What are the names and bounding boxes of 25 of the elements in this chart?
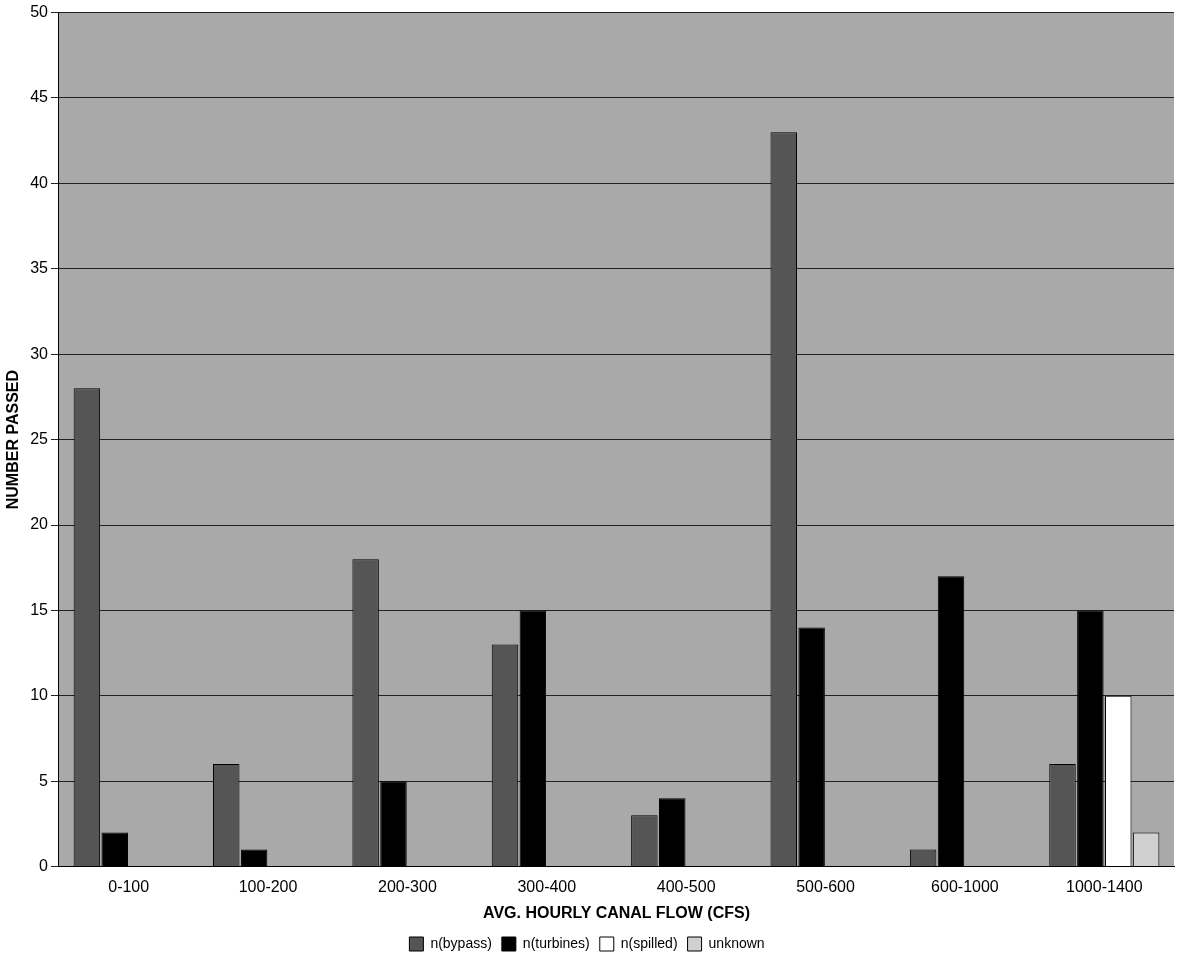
x-tick-label: 100-200 xyxy=(238,877,298,895)
x-tick-label: 600-1000 xyxy=(931,877,999,895)
x-tick-label: 0-100 xyxy=(108,877,150,895)
legend-label: n(spilled) xyxy=(620,934,678,951)
y-tick-label: 5 xyxy=(39,771,49,789)
y-tick-label: 20 xyxy=(30,515,49,533)
y-tick-label: 25 xyxy=(30,430,49,448)
x-tick-label: 1000-1400 xyxy=(1066,877,1143,895)
legend-label: unknown xyxy=(708,934,765,951)
legend-label: n(turbines) xyxy=(522,934,590,951)
x-tick-label: 500-600 xyxy=(796,877,856,895)
y-tick-label: 10 xyxy=(30,686,49,704)
y-tick-label: 35 xyxy=(30,259,49,277)
x-tick-label: 300-400 xyxy=(517,877,577,895)
y-tick-label: 40 xyxy=(30,173,49,191)
x-tick-label: 200-300 xyxy=(378,877,437,895)
y-tick-label: 50 xyxy=(30,3,49,21)
x-tick-label: 400-500 xyxy=(656,877,716,895)
legend-label: n(bypass) xyxy=(430,934,492,951)
y-tick-label: 15 xyxy=(30,600,49,618)
y-tick-label: 45 xyxy=(30,88,49,106)
x-axis-title: AVG. HOURLY CANAL FLOW (CFS) xyxy=(483,903,750,921)
y-axis-title: NUMBER PASSED xyxy=(4,369,22,510)
y-tick-label: 30 xyxy=(30,344,49,362)
y-tick-label: 0 xyxy=(39,857,49,875)
